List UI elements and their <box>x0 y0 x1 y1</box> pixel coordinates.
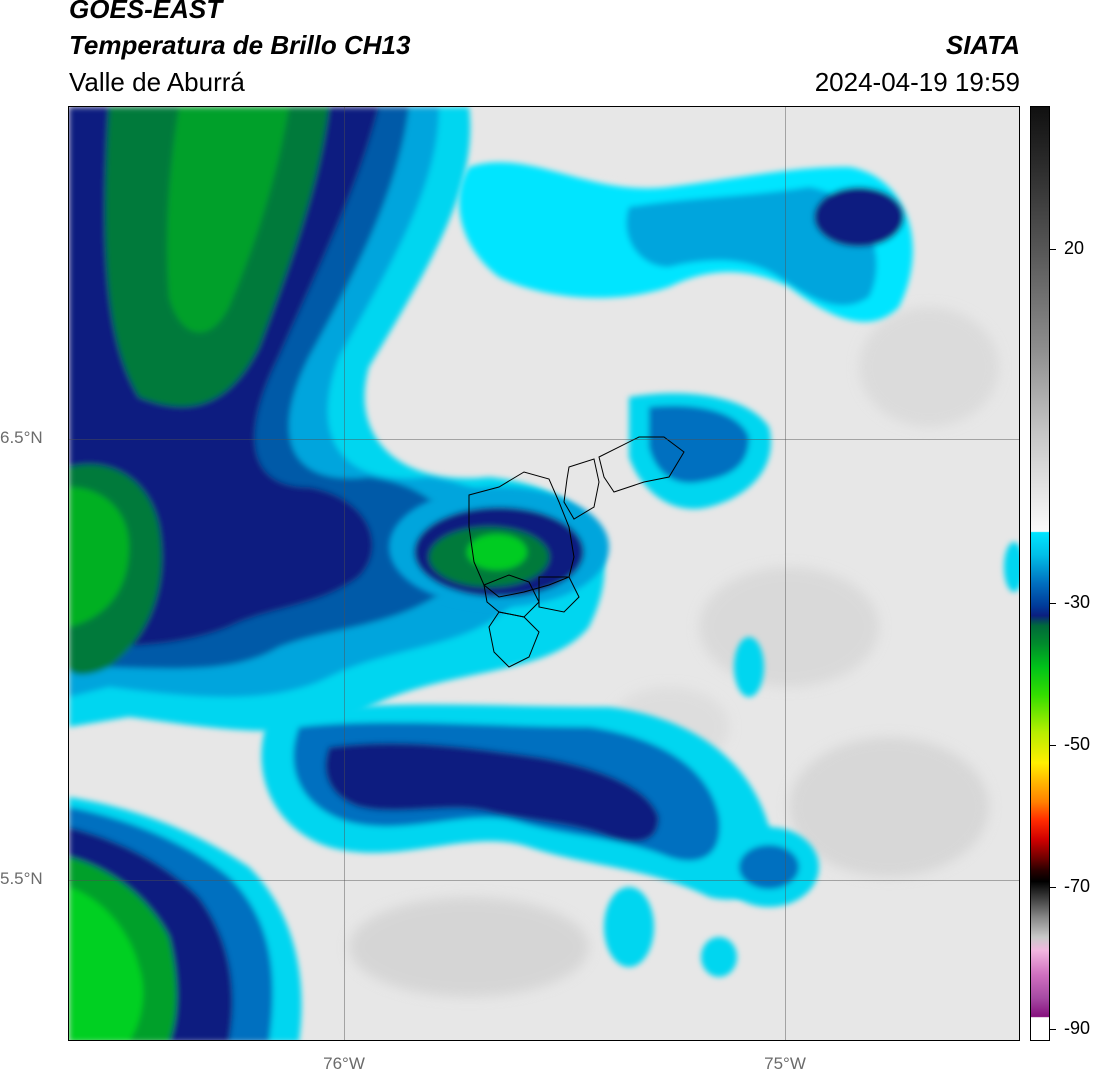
subtitle-region: Valle de Aburrá <box>69 67 245 97</box>
cloud-south-band <box>261 704 771 900</box>
colorbar-label-minus70: -70 <box>1064 876 1091 896</box>
gridline-lat-5-5n <box>69 880 1019 881</box>
colorbar-tick-minus50 <box>1050 745 1056 746</box>
lat-label-6-5n: 6.5°N <box>0 428 43 447</box>
gridline-lat-6-5n <box>69 439 1019 440</box>
colorbar-label-minus90: -90 <box>1064 1018 1091 1038</box>
satellite-map[interactable] <box>68 106 1020 1041</box>
cloud-north-band <box>459 162 913 509</box>
colorbar-tick-minus70 <box>1050 887 1056 888</box>
gridline-lon-76w <box>344 107 345 1040</box>
organization-label: SIATA <box>945 30 1020 60</box>
colorbar-label-minus30: -30 <box>1064 592 1091 612</box>
title-product: Temperatura de Brillo CH13 <box>69 30 411 60</box>
temperature-colorbar <box>1030 106 1050 1041</box>
cloud-southwest <box>69 797 302 1040</box>
colorbar-tick-minus30 <box>1050 603 1056 604</box>
lat-label-5-5n: 5.5°N <box>0 869 43 888</box>
colorbar-tick-20 <box>1050 249 1056 250</box>
colorbar-tick-minus90 <box>1050 1029 1056 1030</box>
cloud-central-cell <box>389 487 609 607</box>
title-satellite: GOES-EAST <box>69 0 223 24</box>
colorbar-label-20: 20 <box>1064 238 1085 258</box>
lon-label-75w: 75°W <box>764 1054 806 1073</box>
timestamp-label: 2024-04-19 19:59 <box>814 67 1020 97</box>
cloud-east-cells <box>604 542 1019 977</box>
lon-label-76w: 76°W <box>323 1054 365 1073</box>
municipal-boundaries <box>468 436 685 668</box>
brightness-temperature-field <box>69 107 1019 1040</box>
colorbar-label-minus50: -50 <box>1064 734 1091 754</box>
gridline-lon-75w <box>785 107 786 1040</box>
